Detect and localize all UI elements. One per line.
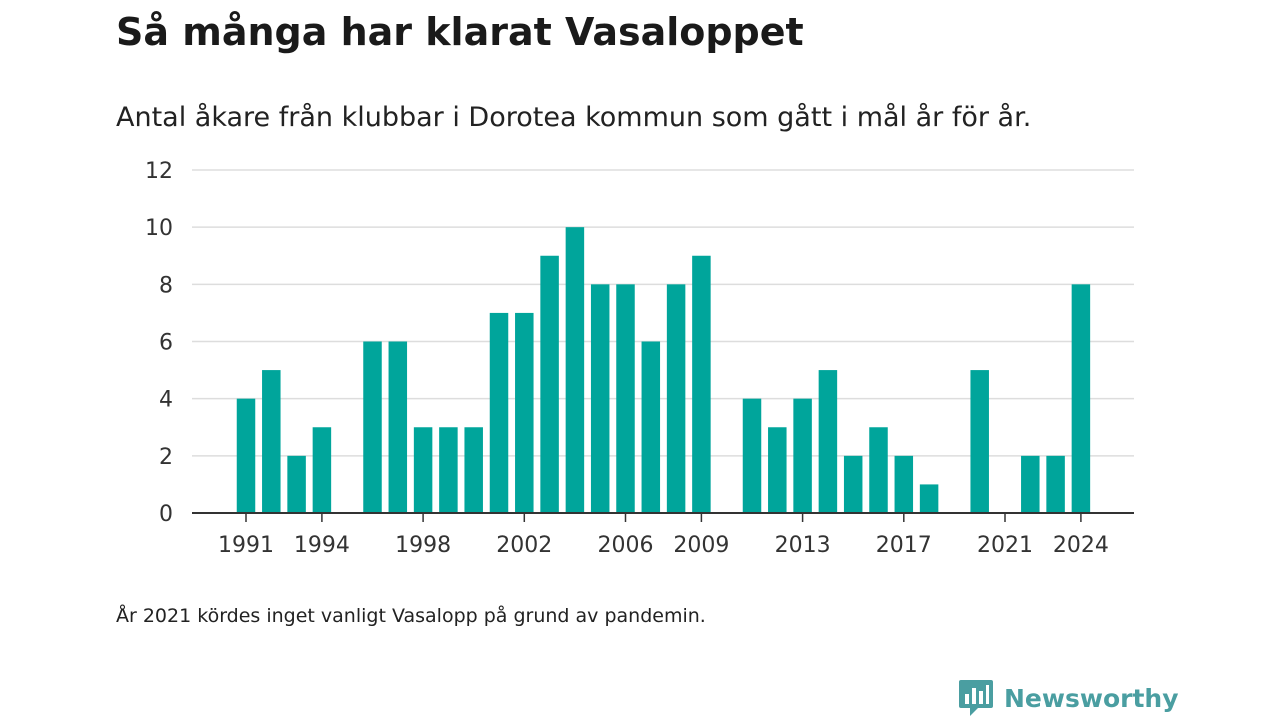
y-axis-ticks: 0 2 4 6 8 10 12 — [145, 159, 173, 527]
bar-1998 — [413, 427, 433, 513]
bar-1992 — [262, 370, 281, 513]
x-tick-label: 2006 — [598, 533, 654, 558]
x-tick-label: 1998 — [395, 533, 451, 558]
bar-2012 — [768, 427, 787, 513]
x-axis: 1991 1994 1998 2002 2006 2009 2013 2017 2021 2024 — [192, 512, 1134, 558]
bar-2018 — [919, 484, 939, 513]
newsworthy-logo: Newsworthy — [958, 676, 1179, 720]
bar-2008 — [666, 284, 686, 513]
y-tick-label: 10 — [145, 216, 173, 241]
bar-2020 — [970, 370, 989, 513]
x-tick-label: 1991 — [218, 533, 274, 558]
bar-2005 — [590, 284, 610, 513]
x-tick-label: 2017 — [876, 533, 932, 558]
bar-2015 — [843, 455, 863, 513]
bar-2006 — [616, 284, 635, 513]
bar-1996 — [363, 341, 382, 513]
y-tick-label: 4 — [159, 388, 173, 413]
y-tick-label: 8 — [159, 273, 173, 298]
y-tick-label: 2 — [159, 445, 173, 470]
bar-2017 — [894, 455, 914, 513]
bar-1991 — [236, 398, 256, 513]
bar-2007 — [641, 341, 661, 513]
bar-1994 — [312, 427, 332, 513]
y-tick-label: 0 — [159, 502, 173, 527]
footnote: År 2021 kördes inget vanligt Vasalopp på… — [116, 605, 706, 627]
bar-2013 — [793, 398, 812, 513]
y-tick-label: 6 — [159, 331, 173, 356]
bars — [236, 227, 1091, 513]
chart-subtitle: Antal åkare från klubbar i Dorotea kommu… — [116, 102, 1032, 133]
bar-chart: 0 2 4 6 8 10 12 1991 1994 1998 2002 2006 2009 2013 20… — [145, 159, 1134, 558]
bar-1999 — [439, 427, 458, 513]
bar-1997 — [388, 341, 408, 513]
bar-2024 — [1071, 284, 1091, 513]
x-tick-label: 2002 — [496, 533, 552, 558]
x-tick-label: 1994 — [294, 533, 350, 558]
bar-2004 — [565, 227, 585, 513]
bar-chart-logo-icon — [959, 680, 993, 716]
bar-2009 — [692, 255, 711, 513]
x-tick-label: 2013 — [775, 533, 831, 558]
bar-1993 — [287, 455, 306, 513]
bar-2003 — [540, 255, 559, 513]
x-tick-label: 2021 — [977, 533, 1033, 558]
bar-2011 — [742, 398, 762, 513]
x-tick-label: 2009 — [673, 533, 729, 558]
bar-2000 — [464, 427, 483, 513]
bar-2002 — [515, 312, 534, 513]
bar-2022 — [1021, 455, 1040, 513]
bar-2001 — [489, 312, 509, 513]
y-tick-label: 12 — [145, 159, 173, 184]
bar-2014 — [818, 370, 838, 513]
bar-2023 — [1046, 455, 1065, 513]
chart-title: Så många har klarat Vasaloppet — [116, 10, 804, 54]
bar-2016 — [869, 427, 888, 513]
x-tick-label: 2024 — [1053, 533, 1109, 558]
brand-name: Newsworthy — [1004, 683, 1179, 713]
gridlines — [192, 169, 1134, 457]
